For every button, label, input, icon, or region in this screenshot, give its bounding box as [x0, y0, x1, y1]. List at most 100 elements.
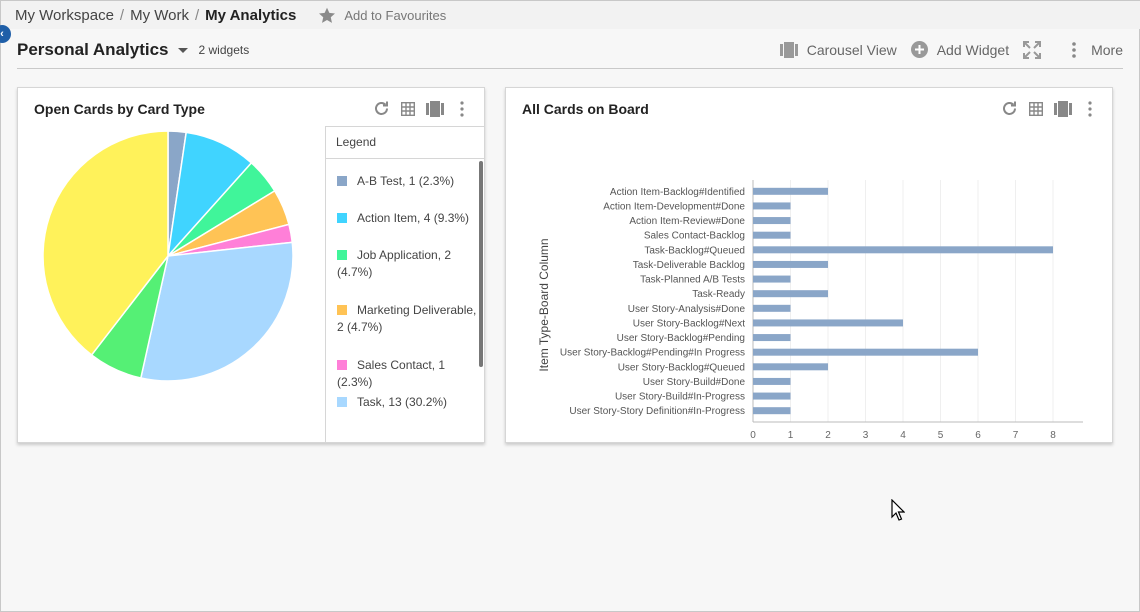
bar[interactable]: [753, 231, 791, 239]
pie-slice[interactable]: [42, 130, 169, 356]
table-view-icon[interactable]: [1029, 101, 1043, 116]
legend-scrollbar[interactable]: [479, 161, 483, 367]
plus-circle-icon: [910, 41, 928, 58]
y-tick-label: User Story-Backlog#Pending#In Progress: [560, 348, 745, 359]
widget-title: All Cards on Board: [522, 101, 649, 117]
bar[interactable]: [753, 348, 978, 356]
bar[interactable]: [753, 363, 828, 371]
bar[interactable]: [753, 392, 791, 400]
bar[interactable]: [753, 319, 903, 327]
legend-label: Task, 13 (30.2%): [357, 395, 448, 409]
bar[interactable]: [753, 202, 791, 210]
page-header: Personal Analytics 2 widgets Carousel Vi…: [17, 31, 1123, 69]
carousel-icon: [779, 41, 798, 58]
bar[interactable]: [753, 290, 828, 298]
x-tick-label: 5: [938, 430, 944, 438]
y-tick-label: Task-Backlog#Queued: [644, 245, 745, 256]
carousel-view-button[interactable]: Carousel View: [779, 41, 897, 58]
legend-swatch: [337, 176, 347, 186]
legend-swatch: [337, 397, 347, 407]
bar[interactable]: [753, 187, 828, 195]
carousel-icon[interactable]: [426, 100, 444, 117]
legend-swatch: [337, 250, 347, 260]
x-tick-label: 7: [1013, 430, 1019, 438]
legend-item[interactable]: A-B Test, 1 (2.3%): [337, 173, 477, 190]
legend-title: Legend: [326, 127, 485, 159]
refresh-icon[interactable]: [373, 100, 390, 117]
chevron-left-icon: ‹: [0, 28, 4, 40]
legend-swatch: [337, 305, 347, 315]
bar[interactable]: [753, 246, 1053, 254]
breadcrumb-my-workspace[interactable]: My Workspace: [15, 6, 114, 24]
x-tick-label: 0: [750, 430, 756, 438]
legend-item[interactable]: Sales Contact, 1 (2.3%): [337, 357, 477, 391]
add-to-favourites-label: Add to Favourites: [344, 7, 447, 23]
table-view-icon[interactable]: [401, 101, 415, 116]
legend-item[interactable]: Marketing Deliverable, 2 (4.7%): [337, 302, 477, 336]
bar[interactable]: [753, 334, 791, 342]
toolbar: Carousel View Add Widget More: [766, 40, 1123, 59]
expand-icon: [1023, 40, 1042, 59]
y-tick-label: Action Item-Review#Done: [629, 216, 745, 227]
caret-down-icon[interactable]: [177, 47, 189, 55]
y-tick-label: User Story-Backlog#Queued: [618, 362, 745, 373]
bar[interactable]: [753, 217, 791, 225]
legend-swatch: [337, 360, 347, 370]
bar[interactable]: [753, 275, 791, 283]
y-tick-label: User Story-Backlog#Pending: [617, 333, 745, 344]
fullscreen-button[interactable]: [1023, 40, 1050, 59]
x-tick-label: 8: [1050, 430, 1056, 438]
add-widget-button[interactable]: Add Widget: [910, 41, 1010, 58]
breadcrumb: My Workspace / My Work / My Analytics Ad…: [1, 1, 1140, 29]
breadcrumb-separator: /: [119, 6, 125, 24]
breadcrumb-my-work[interactable]: My Work: [130, 6, 189, 24]
carousel-icon[interactable]: [1054, 100, 1072, 117]
more-button[interactable]: More: [1072, 42, 1123, 58]
star-icon: [319, 7, 336, 23]
mouse-cursor-icon: [891, 499, 905, 521]
y-tick-label: User Story-Analysis#Done: [628, 304, 746, 315]
y-tick-label: Action Item-Development#Done: [603, 201, 745, 212]
widget-all-cards-on-board: All Cards on Board Action Item-Backlog#I…: [505, 87, 1113, 443]
y-tick-label: Sales Contact-Backlog: [644, 231, 745, 242]
refresh-icon[interactable]: [1001, 100, 1018, 117]
vertical-dots-icon[interactable]: [460, 100, 464, 117]
y-tick-label: Task-Ready: [692, 289, 745, 300]
legend-label: Marketing Deliverable, 2 (4.7%): [337, 303, 477, 334]
breadcrumb-separator: /: [194, 6, 200, 24]
bar[interactable]: [753, 260, 828, 268]
widget-open-cards-by-type: Open Cards by Card Type Legend A-B Test,…: [17, 87, 485, 443]
y-tick-label: User Story-Build#Done: [643, 377, 746, 388]
breadcrumb-current: My Analytics: [205, 6, 297, 24]
legend-item[interactable]: Task, 13 (30.2%): [337, 394, 477, 411]
page-title[interactable]: Personal Analytics: [17, 39, 169, 59]
legend-label: Sales Contact, 1 (2.3%): [337, 358, 446, 389]
legend-item[interactable]: Job Application, 2 (4.7%): [337, 247, 477, 281]
collapse-sidebar-button[interactable]: ‹: [0, 25, 11, 43]
y-tick-label: Task-Deliverable Backlog: [633, 260, 745, 271]
x-tick-label: 2: [825, 430, 831, 438]
pie-chart: [42, 130, 294, 382]
legend: Legend A-B Test, 1 (2.3%) Action Item, 4 …: [325, 126, 485, 443]
bar[interactable]: [753, 407, 791, 415]
widget-title: Open Cards by Card Type: [34, 101, 205, 117]
legend-label: A-B Test, 1 (2.3%): [357, 174, 455, 188]
pie-slice[interactable]: [139, 241, 294, 382]
vertical-dots-icon: [1072, 41, 1076, 58]
y-tick-label: User Story-Story Definition#In-Progress: [569, 406, 745, 417]
widget-actions: [362, 100, 464, 117]
x-tick-label: 1: [788, 430, 794, 438]
bar[interactable]: [753, 304, 791, 312]
vertical-dots-icon[interactable]: [1088, 100, 1092, 117]
legend-item[interactable]: Action Item, 4 (9.3%): [337, 210, 477, 227]
x-tick-label: 3: [863, 430, 869, 438]
y-axis-label: Item Type-Board Column: [537, 238, 551, 371]
more-label: More: [1091, 41, 1123, 58]
add-to-favourites-button[interactable]: Add to Favourites: [318, 7, 446, 24]
legend-swatch: [337, 213, 347, 223]
legend-label: Job Application, 2 (4.7%): [337, 248, 452, 279]
add-widget-label: Add Widget: [936, 41, 1010, 58]
y-tick-label: User Story-Backlog#Next: [633, 318, 745, 329]
x-tick-label: 4: [900, 430, 906, 438]
bar[interactable]: [753, 377, 791, 385]
